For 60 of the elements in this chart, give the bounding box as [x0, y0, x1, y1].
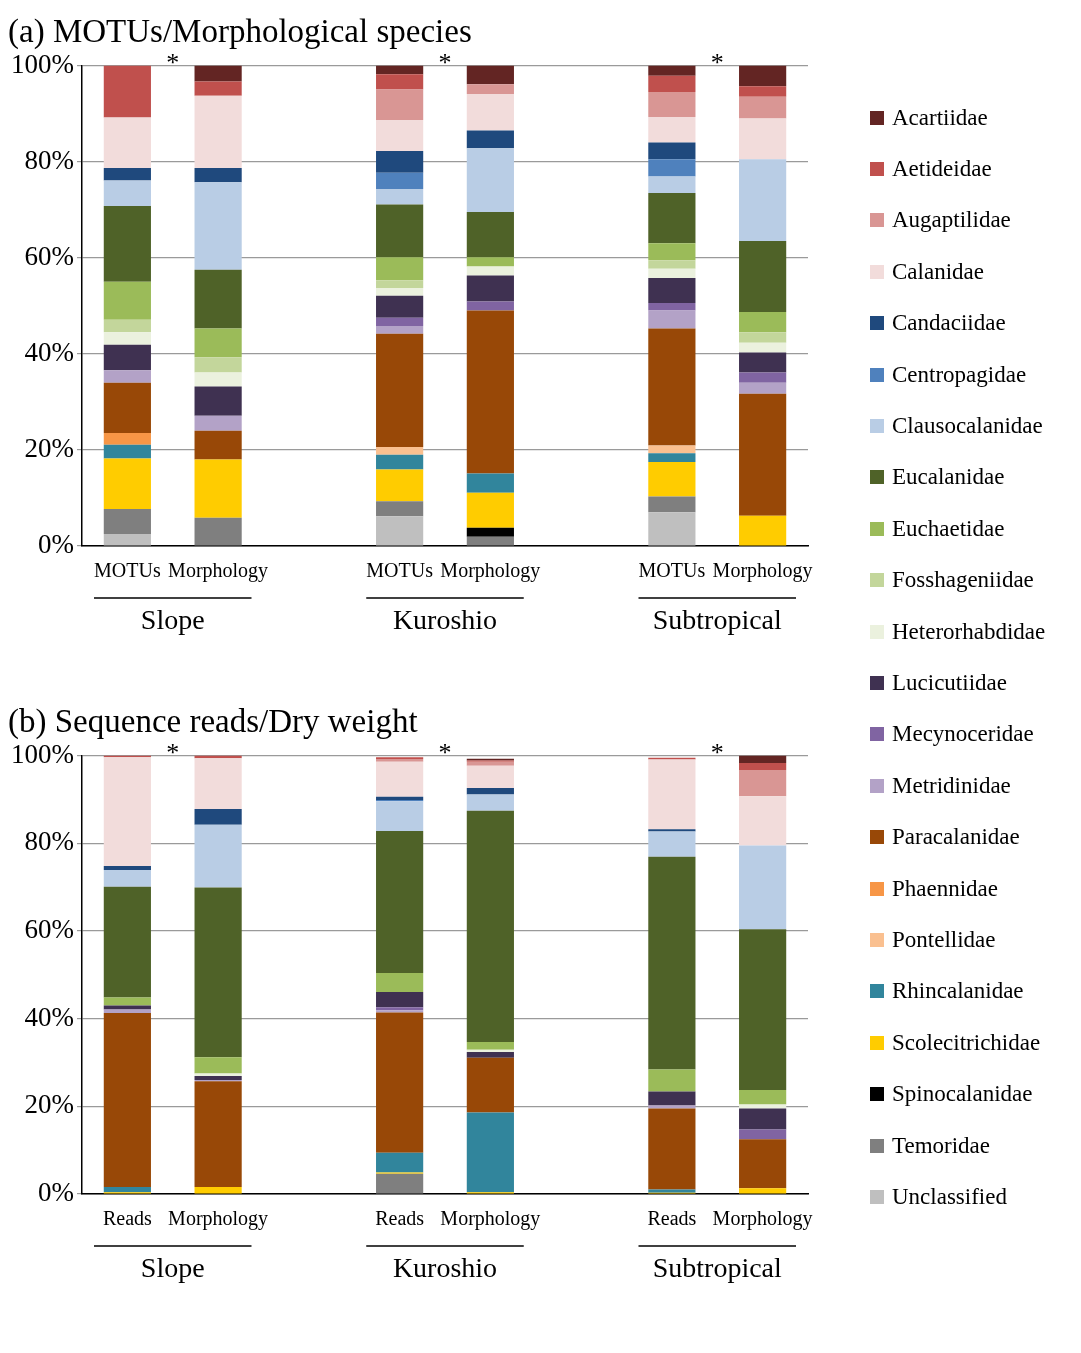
y-tick-label: 60%: [24, 240, 74, 271]
legend-label: Eucalanidae: [892, 464, 1005, 491]
x-tick-label: Morphology: [440, 1207, 541, 1231]
y-tick-label: 0%: [37, 1177, 74, 1208]
legend-label: Candaciidae: [892, 310, 1006, 337]
legend-label: Aetideidae: [892, 156, 992, 183]
text: Slope: [140, 604, 205, 636]
legend-label: Centropagidae: [892, 361, 1027, 388]
legend-label: Unclassified: [892, 1183, 1007, 1210]
x-tick-label: Morphology: [168, 559, 269, 583]
legend-label: Temoridae: [892, 1132, 991, 1159]
y-tick-label: 20%: [24, 433, 74, 464]
annotation: *: [438, 738, 452, 768]
x-tick-label: Morphology: [440, 559, 541, 583]
x-tick-label: Morphology: [712, 559, 813, 583]
legend-label: Clausocalanidae: [892, 413, 1043, 440]
x-tick-label: Reads: [375, 1207, 425, 1230]
y-tick-label: 40%: [24, 1001, 74, 1032]
legend-label: Fosshageniidae: [892, 567, 1034, 594]
legend-label: Phaennidae: [892, 875, 999, 902]
annotation: *: [710, 738, 724, 768]
legend-label: Spinocalanidae: [892, 1081, 1033, 1108]
annotation: *: [438, 48, 452, 78]
legend-label: Calanidae: [892, 258, 984, 285]
text: Slope: [140, 1252, 205, 1284]
y-tick-label: 80%: [24, 826, 74, 857]
legend-label: Lucicutiidae: [892, 669, 1007, 696]
legend-label: Paracalanidae: [892, 824, 1020, 851]
chart-title: (a) MOTUs/Morphological species: [8, 13, 472, 51]
x-tick-label: Reads: [102, 1207, 153, 1230]
legend-label: Rhincalanidae: [892, 978, 1024, 1005]
legend-label: Acartiidae: [892, 104, 988, 131]
legend-label: Scolecitrichidae: [892, 1029, 1041, 1056]
y-tick-label: 100%: [10, 738, 74, 769]
legend-label: Augaptilidae: [892, 207, 1011, 234]
annotation: *: [710, 48, 724, 78]
legend-label: Pontellidae: [892, 926, 996, 953]
x-tick-label: MOTUs: [94, 559, 161, 582]
legend-label: Euchaetidae: [892, 515, 1005, 542]
text: Subtropical: [652, 1252, 783, 1284]
x-tick-label: MOTUs: [366, 559, 434, 582]
chart-title: (b) Sequence reads/Dry weight: [8, 703, 418, 741]
x-tick-label: Morphology: [712, 1207, 813, 1231]
x-tick-label: Reads: [647, 1207, 697, 1230]
legend-label: Mecynoceridae: [892, 721, 1034, 748]
annotation: *: [166, 48, 180, 78]
legend-label: Metridinidae: [892, 772, 1011, 799]
legend-label: Heterorhabdidae: [892, 618, 1046, 645]
text: Kuroshio: [392, 604, 498, 636]
y-tick-label: 100%: [10, 48, 74, 79]
annotation: *: [166, 738, 180, 768]
text: Kuroshio: [392, 1252, 498, 1284]
x-tick-label: Morphology: [168, 1207, 269, 1231]
y-tick-label: 20%: [24, 1089, 74, 1120]
y-tick-label: 60%: [24, 914, 74, 945]
x-tick-label: MOTUs: [638, 559, 706, 582]
y-tick-label: 40%: [24, 336, 74, 367]
y-tick-label: 0%: [37, 529, 74, 560]
y-tick-label: 80%: [24, 144, 74, 175]
text: Subtropical: [652, 604, 783, 636]
